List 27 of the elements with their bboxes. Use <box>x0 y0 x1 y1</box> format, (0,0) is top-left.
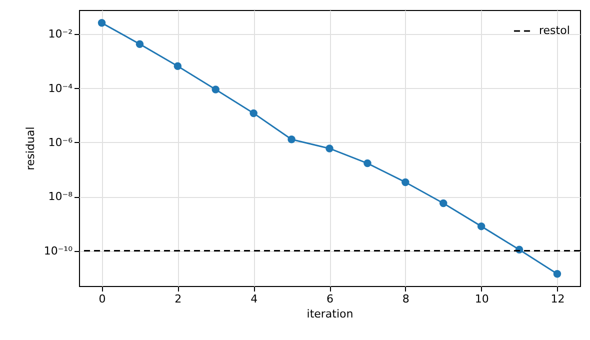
x-tick-label: 10 <box>474 292 489 306</box>
point <box>288 136 296 144</box>
point <box>439 199 448 208</box>
x-axis-title: iteration <box>306 308 354 320</box>
x-tick-label: 4 <box>250 292 258 306</box>
y-tick-label: 10⁻¹⁰ <box>44 244 74 258</box>
y-tick-label: 10⁻⁸ <box>48 190 74 204</box>
point <box>174 62 182 70</box>
x-tick-label: 0 <box>98 292 106 306</box>
legend-label: restol <box>539 24 570 37</box>
point <box>250 109 258 118</box>
y-axis-title: residual <box>24 126 37 170</box>
y-tick-label: 10⁻² <box>48 28 72 41</box>
point <box>212 86 220 94</box>
x-tick-label: 8 <box>402 292 410 306</box>
point <box>553 270 562 278</box>
point <box>477 222 486 230</box>
point <box>402 178 410 186</box>
y-tick-label: 10⁻⁴ <box>48 82 74 95</box>
point <box>98 19 106 27</box>
point <box>364 159 372 168</box>
x-tick-label: 6 <box>326 292 334 306</box>
x-tick-label: 12 <box>550 292 565 306</box>
point <box>326 144 334 152</box>
y-tick-label: 10⁻⁶ <box>48 136 74 149</box>
point <box>136 40 144 48</box>
x-tick-label: 2 <box>174 292 182 306</box>
